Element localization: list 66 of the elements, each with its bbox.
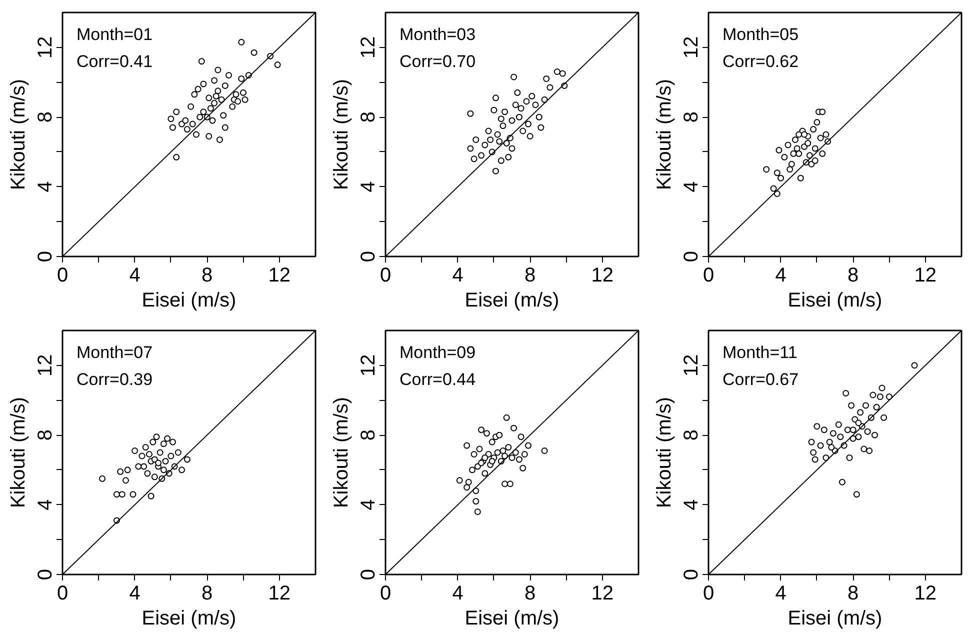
x-axis-title: Eisei (m/s)	[464, 608, 560, 630]
y-tick-label: 4	[34, 499, 56, 510]
x-tick-label: 4	[775, 582, 786, 604]
x-axis-title: Eisei (m/s)	[142, 608, 236, 630]
y-tick-label: 12	[358, 354, 380, 376]
x-axis-title: Eisei (m/s)	[788, 608, 882, 630]
x-tick-label: 8	[848, 264, 859, 286]
y-tick-label: 12	[680, 36, 702, 58]
annotation: Month=03	[400, 25, 476, 44]
x-tick-label: 8	[524, 264, 536, 286]
y-axis-title: Kikouti (m/s)	[8, 396, 30, 508]
y-tick-label: 8	[680, 112, 702, 123]
y-tick-label: 0	[358, 250, 380, 262]
y-tick-label: 8	[34, 430, 56, 441]
x-tick-label: 4	[452, 582, 464, 604]
y-tick-label: 4	[680, 181, 702, 192]
y-axis-title: Kikouti (m/s)	[8, 78, 30, 190]
y-axis-title: Kikouti (m/s)	[330, 396, 352, 508]
y-tick-label: 4	[358, 181, 380, 192]
y-tick-label: 8	[680, 430, 702, 441]
x-tick-label: 12	[268, 264, 290, 286]
y-tick-label: 8	[358, 112, 380, 123]
x-tick-label: 12	[591, 264, 614, 286]
x-tick-label: 12	[914, 264, 936, 286]
x-tick-label: 12	[591, 582, 614, 604]
annotation: Month=11	[722, 343, 798, 362]
annotation: Corr=0.41	[76, 52, 153, 71]
y-axis-title: Kikouti (m/s)	[330, 78, 352, 190]
annotation: Month=01	[76, 25, 153, 44]
x-tick-label: 12	[914, 582, 936, 604]
x-tick-label: 4	[129, 264, 140, 286]
annotation: Corr=0.67	[722, 370, 799, 389]
annotation: Corr=0.39	[76, 370, 153, 389]
x-tick-label: 8	[848, 582, 859, 604]
y-axis-title: Kikouti (m/s)	[654, 78, 676, 190]
y-tick-label: 4	[680, 499, 702, 510]
x-axis-title: Eisei (m/s)	[142, 290, 236, 312]
y-axis-title: Kikouti (m/s)	[654, 396, 676, 508]
y-tick-label: 8	[34, 112, 56, 123]
y-tick-label: 4	[358, 499, 380, 510]
y-tick-label: 4	[34, 181, 56, 192]
annotation: Corr=0.62	[722, 52, 799, 71]
x-tick-label: 8	[524, 582, 536, 604]
y-tick-label: 0	[680, 568, 702, 580]
annotation: Corr=0.70	[400, 52, 476, 71]
x-tick-label: 4	[452, 264, 464, 286]
y-tick-label: 0	[34, 568, 56, 580]
x-tick-label: 8	[202, 264, 213, 286]
x-tick-label: 4	[775, 264, 786, 286]
y-tick-label: 12	[680, 354, 702, 376]
y-tick-label: 0	[358, 568, 380, 580]
x-tick-label: 12	[268, 582, 290, 604]
x-tick-label: 8	[202, 582, 213, 604]
y-tick-label: 8	[358, 430, 380, 441]
x-tick-label: 4	[129, 582, 140, 604]
x-axis-title: Eisei (m/s)	[788, 290, 882, 312]
y-tick-label: 12	[34, 354, 56, 376]
annotation: Corr=0.44	[400, 370, 476, 389]
y-tick-label: 0	[34, 250, 56, 262]
annotation: Month=09	[400, 343, 476, 362]
annotation: Month=07	[76, 343, 153, 362]
y-tick-label: 12	[358, 36, 380, 58]
annotation: Month=05	[722, 25, 799, 44]
y-tick-label: 12	[34, 36, 56, 58]
y-tick-label: 0	[680, 250, 702, 262]
x-axis-title: Eisei (m/s)	[464, 290, 560, 312]
